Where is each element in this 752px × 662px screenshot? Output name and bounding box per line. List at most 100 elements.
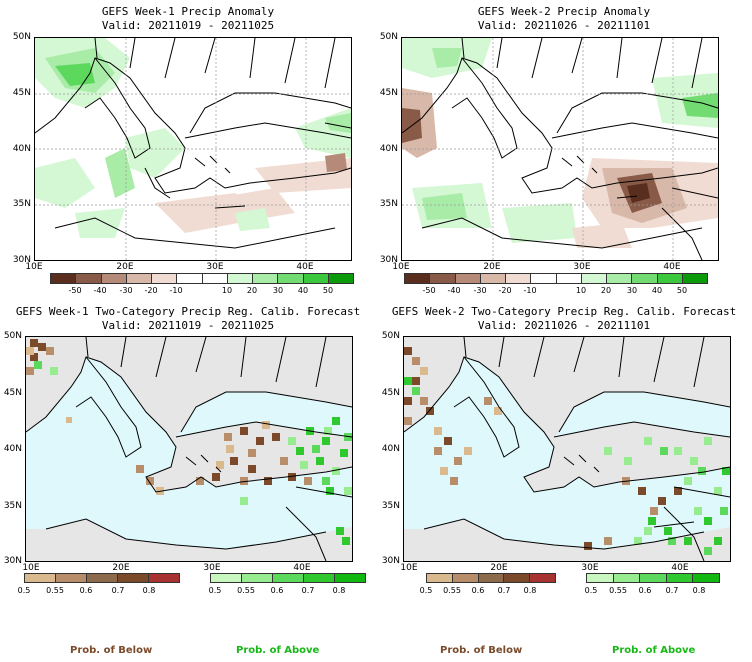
cbar-swatch (455, 274, 481, 283)
cbar-tick: -30 (473, 286, 487, 295)
cbar-tick: 10 (575, 286, 587, 295)
panel-week1-two-category: GEFS Week-1 Two-Category Precip Reg. Cal… (0, 300, 376, 662)
lat-label-35n: 35N (3, 501, 22, 511)
cbar-tick: 10 (221, 286, 233, 295)
cbar-swatch (303, 274, 329, 283)
lon-label-10e: 10E (25, 262, 43, 272)
cbar-tick: 0.55 (443, 586, 461, 595)
cbar-swatch (427, 574, 453, 582)
lon-label-30e: 30E (573, 262, 591, 272)
panel-title: GEFS Week-1 Two-Category Precip Reg. Cal… (15, 305, 361, 318)
prob-above-label: Prob. of Above (612, 645, 696, 656)
lon-label-30e: 30E (203, 563, 221, 573)
cbar-swatch (607, 274, 633, 283)
lon-label-20e: 20E (483, 262, 501, 272)
cbar-swatch (149, 574, 179, 582)
cbar-swatch (101, 274, 127, 283)
cbar-tick: 0.8 (332, 586, 346, 595)
cbar-swatch (25, 574, 56, 582)
cbar-swatch (530, 574, 555, 582)
panel-title: GEFS Week-1 Precip Anomaly (101, 5, 275, 18)
cbar-swatch (56, 574, 87, 582)
cbar-tick: 30 (626, 286, 638, 295)
panel-valid-dates: Valid: 20211026 - 20211101 (477, 19, 651, 32)
lon-label-20e: 20E (116, 262, 134, 272)
cbar-tick: 0.7 (497, 586, 511, 595)
panel-title: GEFS Week-2 Precip Anomaly (477, 5, 651, 18)
cbar-swatch (666, 574, 694, 582)
cbar-tick: 0.7 (665, 586, 679, 595)
cbar-tick: 0.8 (523, 586, 537, 595)
cbar-tick: 0.5 (419, 586, 433, 595)
prob-above-colorbar (210, 573, 366, 583)
cbar-swatch (152, 274, 178, 283)
panel-valid-dates: Valid: 20211026 - 20211101 (477, 319, 651, 332)
cbar-tick: 40 (651, 286, 663, 295)
cbar-swatch (613, 574, 641, 582)
panel-valid-dates: Valid: 20211019 - 20211025 (101, 19, 275, 32)
lat-label-45n: 45N (379, 88, 398, 98)
lat-label-40n: 40N (12, 144, 31, 154)
lat-label-40n: 40N (379, 144, 398, 154)
cbar-swatch (478, 574, 505, 582)
cbar-swatch (405, 274, 431, 283)
cbar-tick: -20 (144, 286, 158, 295)
cbar-tick: 0.8 (142, 586, 156, 595)
cbar-swatch (273, 574, 304, 582)
prob-above-colorbar (586, 573, 720, 583)
cbar-swatch (126, 274, 152, 283)
lat-label-40n: 40N (3, 444, 22, 454)
cbar-swatch (335, 574, 365, 582)
anomaly-colorbar (404, 273, 708, 284)
lon-label-10e: 10E (392, 262, 410, 272)
cbar-tick: -10 (523, 286, 537, 295)
panel-week2-anomaly: GEFS Week-2 Precip Anomaly Valid: 202110… (376, 0, 752, 300)
panel-week1-anomaly: GEFS Week-1 Precip Anomaly Valid: 202110… (0, 0, 376, 300)
cbar-tick: -20 (498, 286, 512, 295)
cbar-swatch (76, 274, 102, 283)
anomaly-map (34, 37, 352, 261)
cbar-tick: 0.6 (638, 586, 652, 595)
lon-label-30e: 30E (206, 262, 224, 272)
cbar-swatch (202, 274, 228, 283)
probability-map (403, 336, 731, 562)
lon-label-20e: 20E (490, 563, 508, 573)
lon-label-40e: 40E (671, 563, 689, 573)
cbar-swatch (87, 574, 118, 582)
cbar-tick: -50 (422, 286, 436, 295)
cbar-tick: 50 (676, 286, 688, 295)
lon-label-40e: 40E (296, 262, 314, 272)
cbar-tick: 30 (272, 286, 284, 295)
cbar-swatch (581, 274, 607, 283)
cbar-swatch (430, 274, 456, 283)
lat-label-30n: 30N (12, 255, 31, 265)
panel-week2-two-category: GEFS Week-2 Two-Category Precip Reg. Cal… (376, 300, 752, 662)
lat-label-45n: 45N (12, 88, 31, 98)
cbar-swatch (640, 574, 667, 582)
cbar-swatch (328, 274, 353, 283)
cbar-swatch (177, 274, 203, 283)
cbar-swatch (452, 574, 479, 582)
cbar-tick: 20 (600, 286, 612, 295)
prob-below-colorbar (426, 573, 556, 583)
cbar-swatch (682, 274, 707, 283)
cbar-tick: -40 (447, 286, 461, 295)
prob-below-colorbar (24, 573, 180, 583)
lat-label-30n: 30N (381, 556, 400, 566)
cbar-swatch (504, 574, 531, 582)
lat-label-35n: 35N (381, 501, 400, 511)
lat-label-50n: 50N (3, 331, 22, 341)
cbar-tick: -10 (169, 286, 183, 295)
lon-label-20e: 20E (112, 563, 130, 573)
prob-below-label: Prob. of Below (440, 645, 523, 656)
lat-label-45n: 45N (3, 388, 22, 398)
cbar-tick: 0.55 (237, 586, 255, 595)
lat-label-45n: 45N (381, 388, 400, 398)
cbar-tick: 50 (322, 286, 334, 295)
anomaly-map (401, 37, 719, 261)
cbar-swatch (632, 274, 658, 283)
lon-label-10e: 10E (400, 563, 418, 573)
lat-label-50n: 50N (381, 331, 400, 341)
lat-label-35n: 35N (379, 199, 398, 209)
panel-title: GEFS Week-2 Two-Category Precip Reg. Cal… (391, 305, 737, 318)
